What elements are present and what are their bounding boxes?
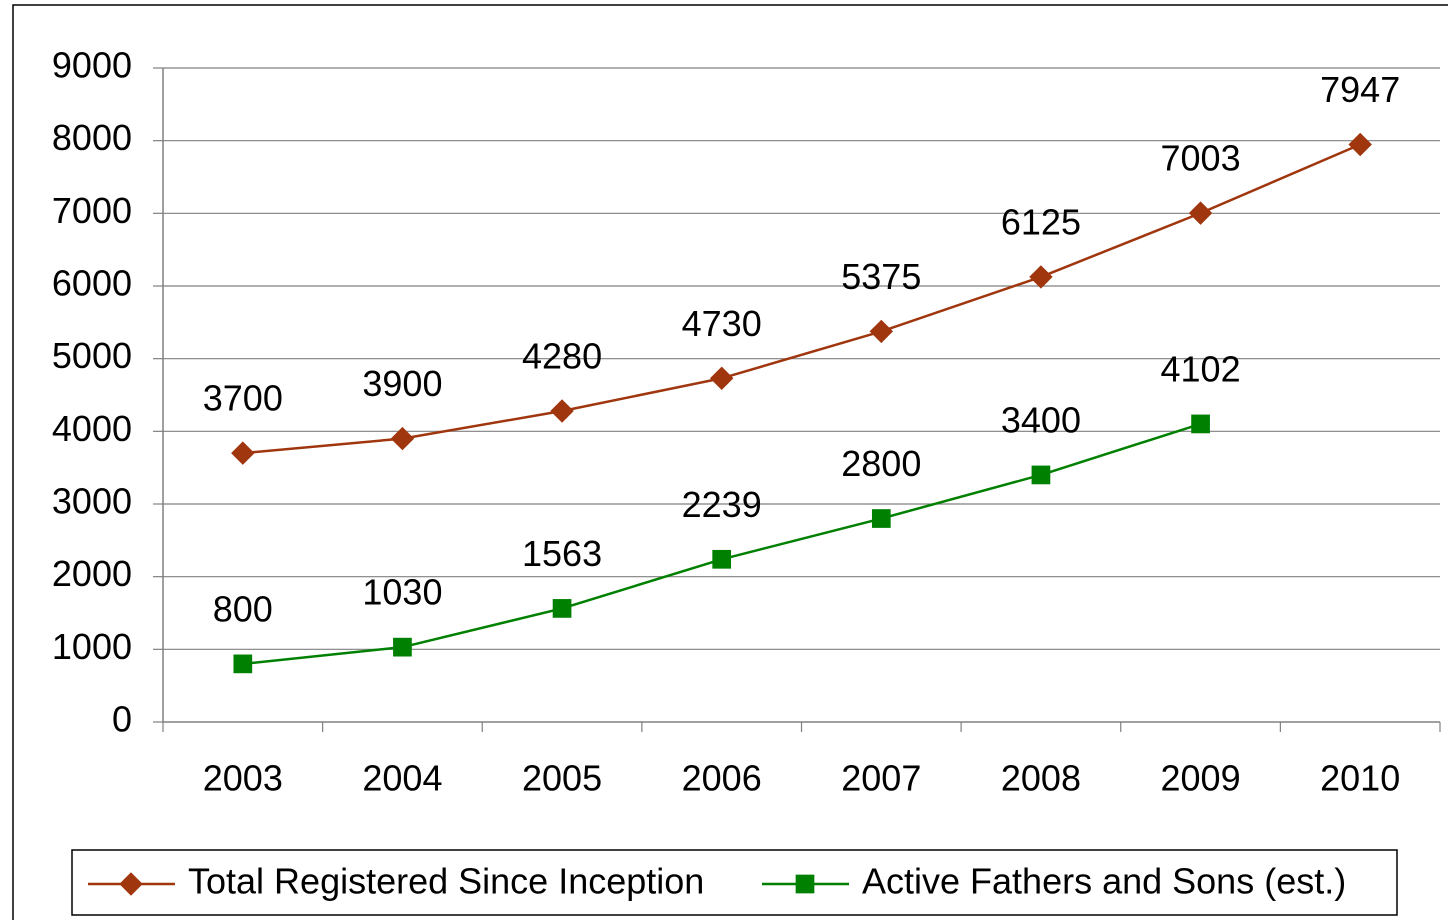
data-label: 3900 xyxy=(362,363,442,404)
data-label: 4280 xyxy=(522,336,602,377)
y-tick-label: 9000 xyxy=(52,45,132,86)
x-tick-label: 2009 xyxy=(1161,758,1241,799)
data-label: 800 xyxy=(213,588,273,629)
data-label: 2800 xyxy=(841,443,921,484)
y-tick-label: 0 xyxy=(112,699,132,740)
point-marker xyxy=(869,319,894,344)
point-marker xyxy=(390,426,415,451)
legend-marker xyxy=(795,874,815,894)
data-label: 4102 xyxy=(1161,348,1241,389)
y-tick-label: 8000 xyxy=(52,117,132,158)
legend-label: Total Registered Since Inception xyxy=(188,861,704,902)
chart-border xyxy=(12,4,1448,920)
y-tick-label: 7000 xyxy=(52,190,132,231)
y-tick-label: 6000 xyxy=(52,263,132,304)
y-tick-label: 1000 xyxy=(52,626,132,667)
data-label: 1030 xyxy=(362,572,442,613)
y-tick-label: 4000 xyxy=(52,408,132,449)
x-tick-label: 2003 xyxy=(203,758,283,799)
data-label: 3400 xyxy=(1001,399,1081,440)
x-tick-label: 2007 xyxy=(841,758,921,799)
point-marker xyxy=(709,366,734,390)
data-label: 6125 xyxy=(1001,201,1081,242)
y-tick-label: 3000 xyxy=(52,481,132,522)
x-tick-label: 2004 xyxy=(362,758,442,799)
point-marker xyxy=(552,599,572,618)
point-marker xyxy=(233,654,253,674)
data-label: 2239 xyxy=(682,484,762,525)
point-marker xyxy=(1348,132,1372,157)
data-label: 1563 xyxy=(522,533,602,574)
data-label: 7947 xyxy=(1320,69,1400,110)
point-marker xyxy=(550,399,574,423)
point-marker xyxy=(1188,201,1213,225)
point-marker xyxy=(712,549,732,569)
point-marker xyxy=(231,441,255,465)
data-label: 4730 xyxy=(682,303,762,344)
x-tick-label: 2006 xyxy=(682,758,762,799)
point-marker xyxy=(1191,414,1210,434)
series-line xyxy=(242,422,1201,666)
x-tick-label: 2005 xyxy=(522,758,602,799)
data-label: 3700 xyxy=(203,378,283,419)
legend-box xyxy=(71,849,1398,916)
legend-label: Active Fathers and Sons (est.) xyxy=(862,861,1346,902)
data-label: 5375 xyxy=(841,256,921,297)
legend-marker xyxy=(119,872,143,896)
x-tick-label: 2008 xyxy=(1001,758,1081,799)
point-marker xyxy=(871,509,891,528)
point-marker xyxy=(1029,265,1053,289)
x-tick-label: 2010 xyxy=(1320,758,1400,799)
data-label: 7003 xyxy=(1161,138,1241,179)
point-marker xyxy=(1031,465,1051,485)
series-line xyxy=(242,143,1361,455)
y-tick-label: 5000 xyxy=(52,335,132,376)
point-marker xyxy=(393,637,412,657)
y-tick-label: 2000 xyxy=(52,553,132,594)
